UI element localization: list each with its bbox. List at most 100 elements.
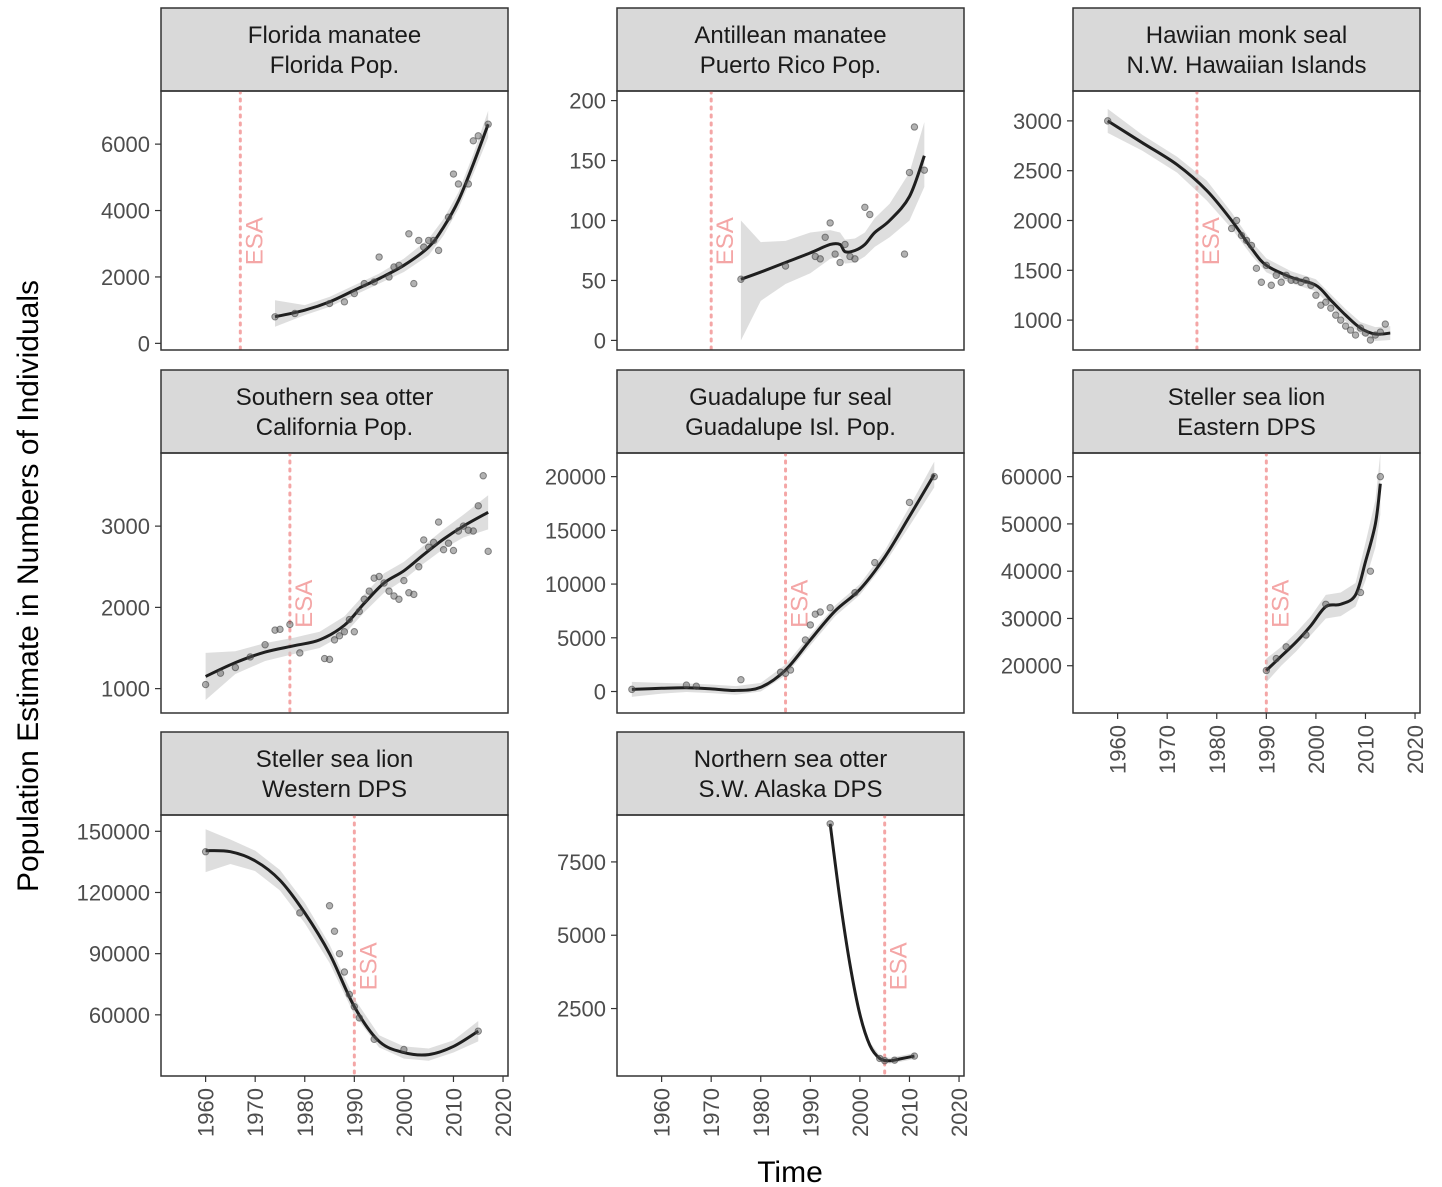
y-tick-label: 3000 bbox=[101, 514, 150, 539]
y-tick-label: 2000 bbox=[1013, 209, 1062, 234]
plot-area: ESA bbox=[826, 815, 919, 1076]
data-point bbox=[400, 576, 408, 585]
trend-line bbox=[631, 473, 936, 692]
data-point bbox=[415, 563, 423, 571]
data-point bbox=[905, 168, 914, 177]
plot-area: ESA bbox=[628, 453, 938, 713]
facet-title-line1: Steller sea lion bbox=[1168, 384, 1325, 411]
data-point bbox=[1272, 271, 1280, 279]
data-point bbox=[920, 166, 929, 174]
esa-label: ESA bbox=[787, 580, 814, 628]
x-tick-label: 1960 bbox=[1106, 725, 1131, 774]
data-point bbox=[1262, 666, 1271, 675]
data-point bbox=[350, 1002, 359, 1011]
y-tick-label: 2500 bbox=[557, 997, 606, 1022]
facet-title-line2: California Pop. bbox=[256, 414, 413, 441]
facet-strip bbox=[160, 7, 509, 92]
data-point bbox=[1242, 236, 1251, 245]
data-point bbox=[1312, 291, 1320, 299]
panel-6: Steller sea lion Eastern DPS ESA 20000 30000… bbox=[1001, 369, 1428, 774]
x-tick-label: 2020 bbox=[491, 1088, 516, 1137]
data-point bbox=[786, 666, 795, 674]
data-point bbox=[375, 572, 383, 581]
data-point bbox=[246, 653, 254, 661]
y-tick-label: 90000 bbox=[89, 942, 150, 967]
data-point bbox=[1376, 472, 1385, 481]
data-point bbox=[420, 536, 428, 544]
y-tick-label: 7500 bbox=[557, 850, 606, 875]
data-point bbox=[836, 258, 844, 267]
y-tick-label: 2500 bbox=[1013, 159, 1062, 184]
data-point bbox=[385, 273, 393, 281]
y-tick-label: 2000 bbox=[101, 265, 150, 290]
panel-border bbox=[160, 814, 509, 1077]
facet-strip bbox=[1072, 7, 1421, 92]
x-tick-label: 1980 bbox=[1205, 725, 1230, 774]
data-point bbox=[866, 210, 874, 219]
confidence-band bbox=[205, 829, 479, 1061]
panel-2: Antillean manatee Puerto Rico Pop. ESA 0 50 1… bbox=[569, 7, 965, 353]
data-point bbox=[345, 990, 354, 999]
panel-border bbox=[616, 90, 965, 351]
plot-area: ESA bbox=[1262, 453, 1385, 713]
data-point bbox=[345, 615, 354, 624]
facet-title-line2: Florida Pop. bbox=[270, 52, 399, 79]
data-point bbox=[1277, 278, 1285, 286]
trend-line bbox=[828, 823, 915, 1063]
data-point bbox=[1361, 329, 1370, 337]
data-point bbox=[1366, 567, 1375, 575]
facet-title-line2: Western DPS bbox=[262, 776, 407, 803]
facet-title-line1: Steller sea lion bbox=[256, 746, 413, 773]
data-point bbox=[261, 641, 269, 649]
data-point bbox=[1302, 631, 1310, 639]
data-point bbox=[395, 261, 403, 270]
data-point bbox=[682, 681, 691, 689]
y-tick-label: 2000 bbox=[101, 595, 150, 620]
data-point bbox=[330, 927, 339, 935]
data-point bbox=[365, 587, 373, 595]
confidence-band bbox=[631, 461, 935, 697]
plot-area: ESA bbox=[709, 91, 929, 350]
data-point bbox=[420, 243, 428, 251]
esa-label: ESA bbox=[241, 217, 268, 265]
data-point bbox=[1302, 276, 1310, 284]
data-point bbox=[930, 472, 938, 481]
data-point bbox=[1282, 271, 1290, 279]
x-tick-label: 1960 bbox=[650, 1088, 675, 1137]
facet-title-line1: Antillean manatee bbox=[694, 22, 886, 49]
data-point bbox=[434, 246, 443, 255]
data-point bbox=[439, 545, 448, 554]
facet-title-line2: N.W. Hawaiian Islands bbox=[1126, 52, 1366, 79]
y-tick-label: 200 bbox=[569, 89, 606, 114]
data-point bbox=[340, 628, 349, 636]
x-tick-label: 1970 bbox=[699, 1088, 724, 1137]
plot-area: ESA bbox=[1104, 91, 1391, 350]
data-point bbox=[464, 180, 473, 188]
confidence-band bbox=[275, 110, 489, 327]
data-point bbox=[370, 278, 378, 286]
data-point bbox=[325, 299, 334, 308]
data-point bbox=[415, 236, 423, 245]
data-point bbox=[360, 279, 368, 288]
facet-title-line2: Eastern DPS bbox=[1177, 414, 1316, 441]
esa-label: ESA bbox=[1267, 580, 1294, 628]
facet-strip bbox=[160, 369, 509, 454]
trend-line bbox=[204, 511, 489, 678]
y-tick-label: 10000 bbox=[545, 572, 606, 597]
y-tick-label: 20000 bbox=[545, 465, 606, 490]
data-point bbox=[434, 518, 443, 526]
facet-strip bbox=[160, 731, 509, 816]
esa-label: ESA bbox=[291, 580, 318, 628]
data-point bbox=[1252, 264, 1261, 273]
panel-border bbox=[160, 90, 509, 351]
facet-title-line1: Guadalupe fur seal bbox=[689, 384, 892, 411]
x-tick-label: 2020 bbox=[947, 1088, 972, 1137]
esa-label: ESA bbox=[1198, 217, 1225, 265]
data-point bbox=[826, 604, 834, 612]
panel-border bbox=[616, 452, 965, 714]
data-point bbox=[841, 240, 849, 249]
data-point bbox=[479, 472, 487, 480]
panel-3: Hawiian monk seal N.W. Hawaiian Islands ES… bbox=[1013, 7, 1421, 351]
x-tick-label: 1990 bbox=[1254, 725, 1279, 774]
data-point bbox=[201, 848, 210, 856]
